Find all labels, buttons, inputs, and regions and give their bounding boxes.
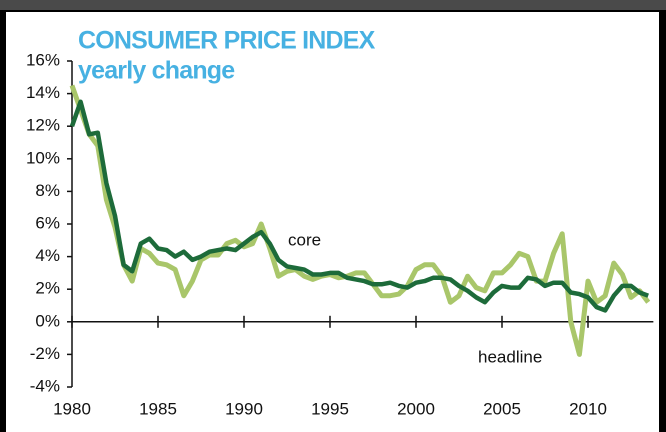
series-line bbox=[69, 84, 651, 357]
y-tick-label: 8% bbox=[35, 181, 60, 200]
y-tick-label: -2% bbox=[30, 344, 60, 363]
y-tick-label: 16% bbox=[26, 50, 60, 69]
chart-title: CONSUMER PRICE INDEX bbox=[78, 27, 376, 55]
x-tick-label: 1980 bbox=[53, 399, 91, 418]
y-tick-label: 0% bbox=[35, 311, 60, 330]
y-tick-label: 6% bbox=[35, 213, 60, 232]
x-tick-label: 2005 bbox=[483, 399, 521, 418]
series-line bbox=[69, 99, 649, 313]
y-tick-label: -4% bbox=[30, 376, 60, 395]
y-tick-label: 14% bbox=[26, 83, 60, 102]
series-label: headline bbox=[478, 347, 542, 366]
top-band bbox=[0, 0, 666, 10]
y-tick-label: 2% bbox=[35, 279, 60, 298]
x-tick-label: 1985 bbox=[139, 399, 177, 418]
x-tick-label: 1995 bbox=[311, 399, 349, 418]
x-tick-label: 1990 bbox=[225, 399, 263, 418]
y-tick-label: 4% bbox=[35, 246, 60, 265]
y-tick-label: 10% bbox=[26, 148, 60, 167]
x-tick-label: 2010 bbox=[569, 399, 607, 418]
x-tick-label: 2000 bbox=[397, 399, 435, 418]
y-tick-label: 12% bbox=[26, 116, 60, 135]
series-label: core bbox=[288, 230, 321, 249]
chart-subtitle: yearly change bbox=[78, 57, 235, 85]
